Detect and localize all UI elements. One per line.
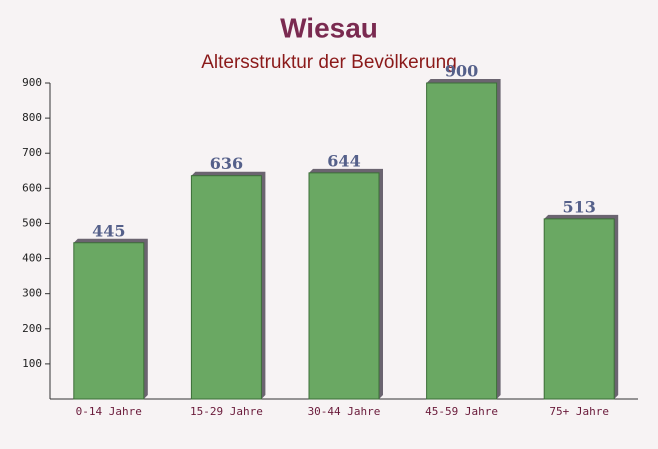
bar (190, 175, 262, 400)
y-tick-label: 100 (22, 357, 42, 370)
value-label: 636 (210, 154, 243, 173)
x-tick-label: 45-59 Jahre (425, 405, 498, 418)
bar (543, 218, 615, 400)
y-tick-label: 300 (22, 287, 42, 300)
x-tick-label: 30-44 Jahre (308, 405, 381, 418)
chart-title: Wiesau (280, 12, 378, 43)
value-label: 900 (445, 62, 478, 81)
y-tick-label: 600 (22, 181, 42, 194)
y-tick-label: 500 (22, 216, 42, 229)
x-tick-label: 0-14 Jahre (76, 405, 142, 418)
chart-subtitle: Altersstruktur der Bevölkerung (201, 52, 457, 73)
bar (73, 242, 145, 400)
y-tick-label: 200 (22, 322, 42, 335)
y-tick-label: 400 (22, 252, 42, 265)
y-tick-label: 800 (22, 111, 42, 124)
value-label: 644 (327, 151, 360, 170)
bar (426, 82, 498, 400)
value-label: 445 (92, 221, 125, 240)
bar (308, 172, 380, 400)
value-label: 513 (562, 197, 595, 216)
x-tick-label: 75+ Jahre (549, 405, 609, 418)
y-tick-label: 900 (22, 76, 42, 89)
x-tick-label: 15-29 Jahre (190, 405, 263, 418)
y-tick-label: 700 (22, 146, 42, 159)
